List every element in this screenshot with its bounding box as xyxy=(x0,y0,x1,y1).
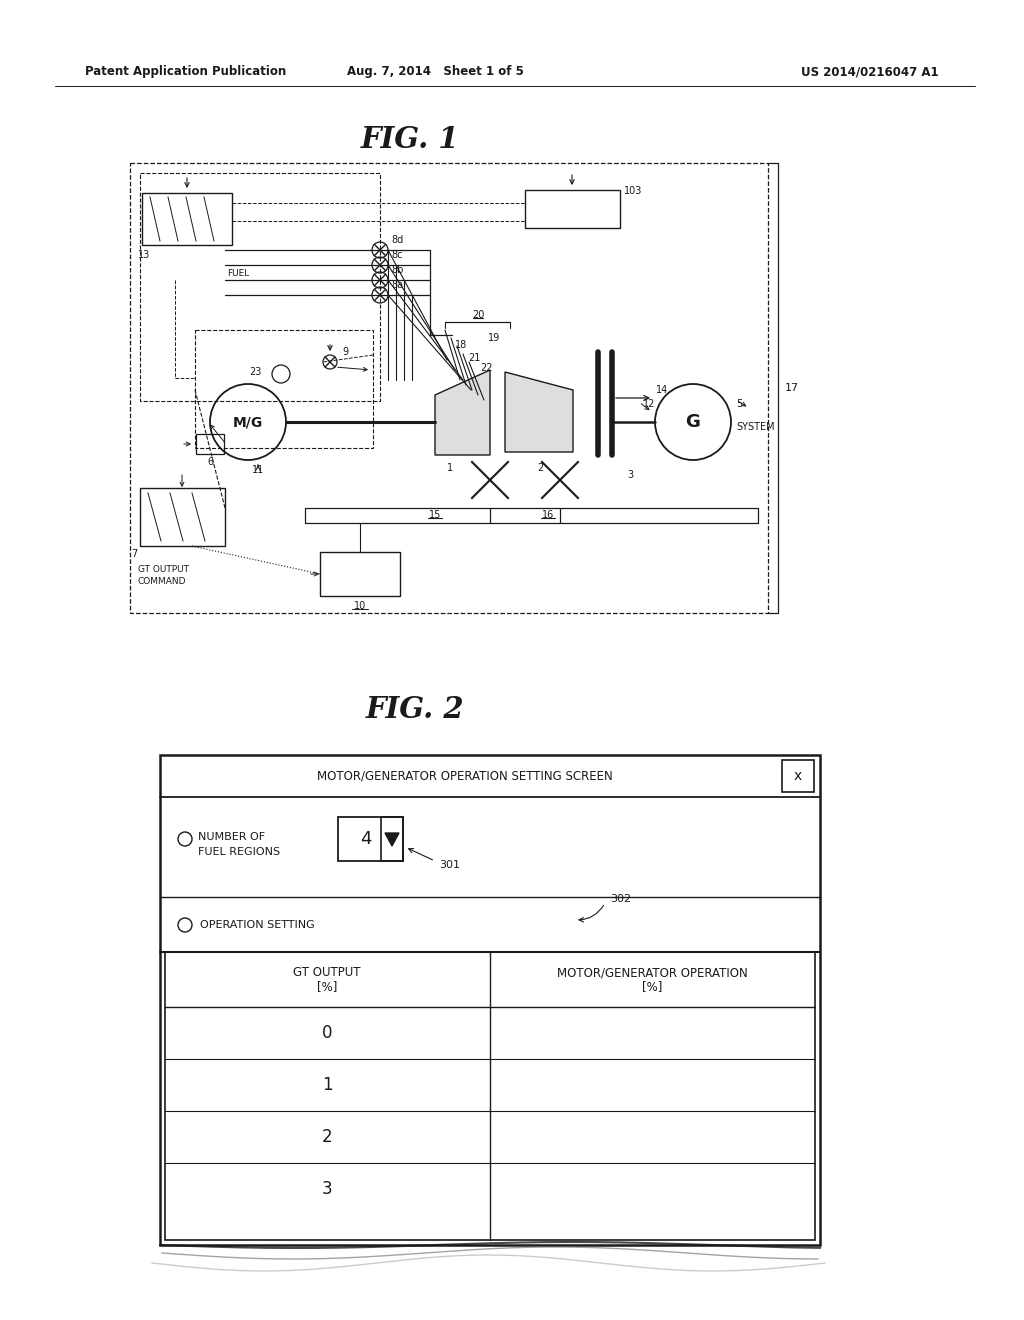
Text: [%]: [%] xyxy=(642,981,663,994)
Text: 2: 2 xyxy=(322,1129,333,1146)
Text: 3: 3 xyxy=(322,1180,333,1199)
Text: 14: 14 xyxy=(656,385,669,395)
Bar xyxy=(142,193,232,246)
Text: 16: 16 xyxy=(542,510,554,520)
Text: FUEL: FUEL xyxy=(227,268,249,277)
Text: 1: 1 xyxy=(446,463,453,473)
Bar xyxy=(338,817,403,861)
Text: MOTOR/GENERATOR OPERATION: MOTOR/GENERATOR OPERATION xyxy=(557,966,748,979)
Bar xyxy=(160,755,820,1245)
Text: 8a: 8a xyxy=(391,280,403,290)
Bar xyxy=(782,760,814,792)
Text: Patent Application Publication: Patent Application Publication xyxy=(85,66,287,78)
Text: 1: 1 xyxy=(322,1076,333,1094)
Text: 0: 0 xyxy=(322,1024,332,1041)
Text: 2: 2 xyxy=(537,463,543,473)
Text: 3: 3 xyxy=(627,470,633,480)
Text: 13: 13 xyxy=(138,249,151,260)
Text: 23: 23 xyxy=(249,367,261,378)
Text: GT OUTPUT: GT OUTPUT xyxy=(138,565,189,574)
Polygon shape xyxy=(435,370,490,455)
Bar xyxy=(140,488,225,546)
Bar xyxy=(130,162,768,612)
Text: 11: 11 xyxy=(252,465,264,475)
Bar xyxy=(140,173,380,401)
Text: 22: 22 xyxy=(480,363,493,374)
Bar xyxy=(195,330,373,447)
Bar xyxy=(196,434,224,454)
Text: 5: 5 xyxy=(736,399,742,409)
Text: MOTOR/GENERATOR OPERATION SETTING SCREEN: MOTOR/GENERATOR OPERATION SETTING SCREEN xyxy=(317,770,613,783)
Text: GT OUTPUT: GT OUTPUT xyxy=(293,966,360,979)
Text: 302: 302 xyxy=(610,894,631,904)
Text: 8b: 8b xyxy=(391,265,403,275)
Text: 6: 6 xyxy=(207,457,213,467)
Text: 19: 19 xyxy=(488,333,501,343)
Polygon shape xyxy=(385,833,399,846)
Text: 12: 12 xyxy=(643,399,655,409)
Text: Aug. 7, 2014   Sheet 1 of 5: Aug. 7, 2014 Sheet 1 of 5 xyxy=(346,66,523,78)
Bar xyxy=(165,952,815,1239)
Text: COMMAND: COMMAND xyxy=(138,577,186,586)
Text: 10: 10 xyxy=(354,601,367,611)
Polygon shape xyxy=(505,372,573,451)
Text: 15: 15 xyxy=(429,510,441,520)
Text: OPERATION SETTING: OPERATION SETTING xyxy=(200,920,314,931)
Text: 8d: 8d xyxy=(391,235,403,246)
Bar xyxy=(319,552,400,597)
Text: US 2014/0216047 A1: US 2014/0216047 A1 xyxy=(801,66,939,78)
Text: 103: 103 xyxy=(624,186,642,195)
Text: 4: 4 xyxy=(360,830,372,847)
Text: 7: 7 xyxy=(131,549,137,558)
Bar xyxy=(381,817,403,861)
Text: FUEL REGIONS: FUEL REGIONS xyxy=(198,847,281,857)
Text: NUMBER OF: NUMBER OF xyxy=(198,832,265,842)
Text: 9: 9 xyxy=(342,347,348,356)
Text: 20: 20 xyxy=(472,310,484,319)
Bar xyxy=(525,190,620,228)
Text: [%]: [%] xyxy=(316,981,337,994)
Text: G: G xyxy=(685,413,700,432)
Text: SYSTEM: SYSTEM xyxy=(736,422,774,432)
Text: 17: 17 xyxy=(785,383,799,393)
Text: 301: 301 xyxy=(439,861,460,870)
Text: FIG. 1: FIG. 1 xyxy=(360,125,460,154)
Text: M/G: M/G xyxy=(232,414,263,429)
Text: FIG. 2: FIG. 2 xyxy=(366,696,464,725)
Text: 21: 21 xyxy=(468,352,480,363)
Text: 18: 18 xyxy=(455,341,467,350)
Text: 8c: 8c xyxy=(391,249,402,260)
Text: x: x xyxy=(794,770,802,783)
